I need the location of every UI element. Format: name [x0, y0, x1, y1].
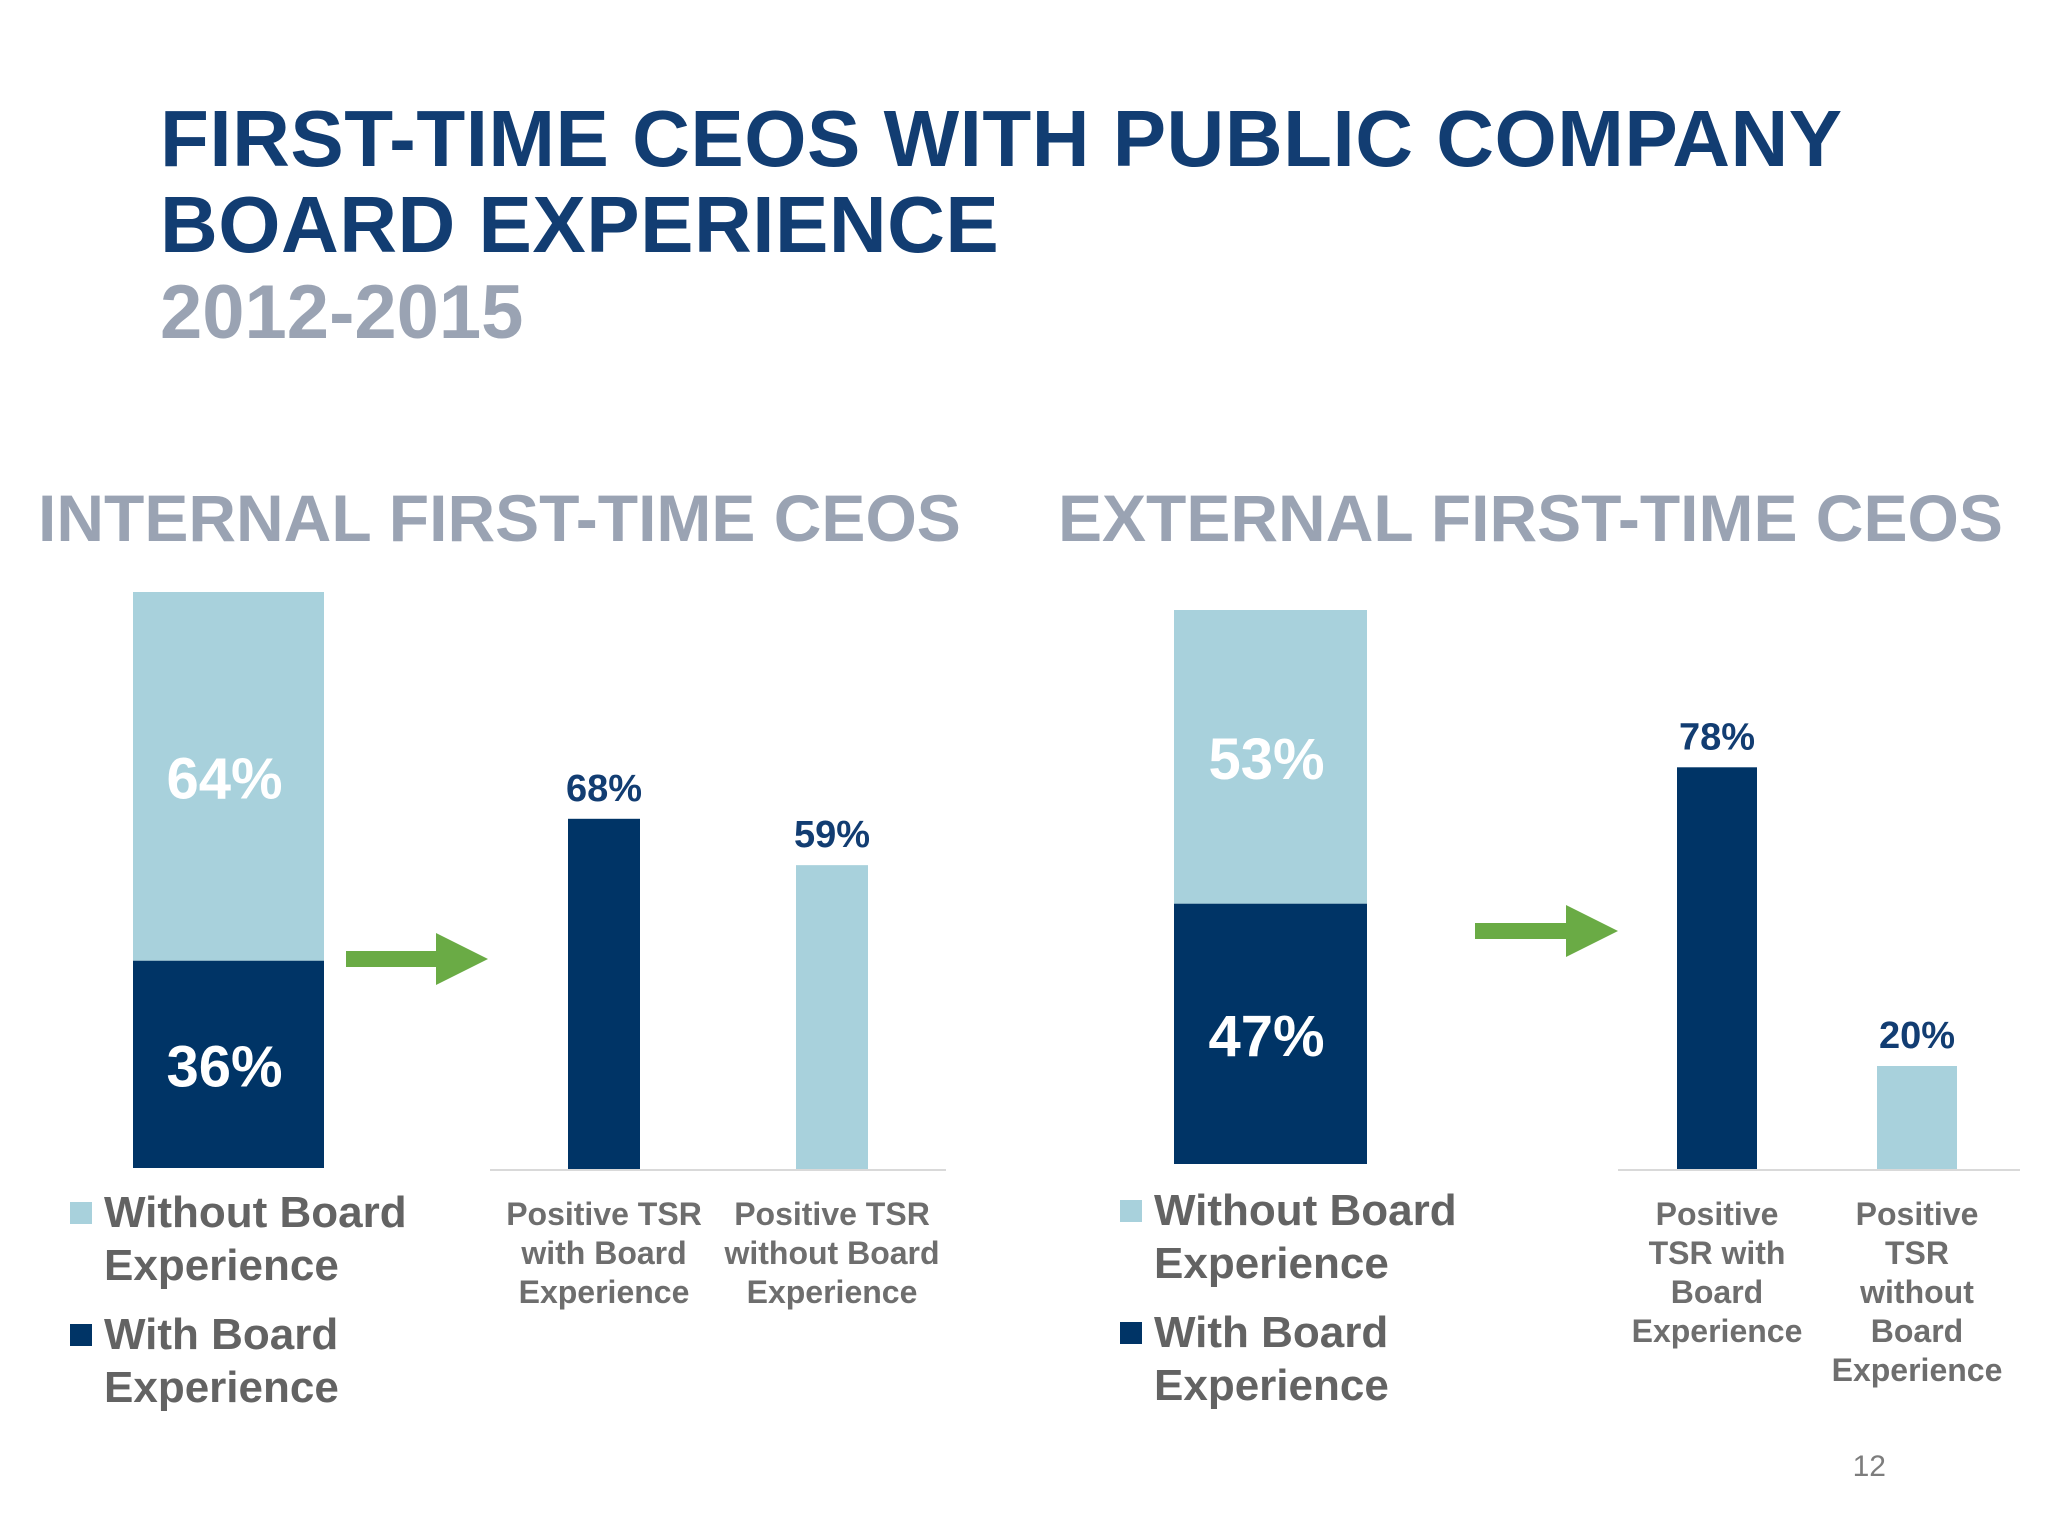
internal-tsr-value-label-0: 68%	[566, 768, 642, 810]
external-tsr-value-label-1: 20%	[1879, 1015, 1955, 1057]
internal-stacked-segment-0	[133, 960, 324, 1168]
internal-tsr-category-label-0: Positive TSR with Board Experience	[506, 1196, 702, 1310]
legend-item-with-board: With Board Experience	[70, 1308, 444, 1414]
external-stacked-segment-1	[1174, 610, 1367, 904]
internal-stacked-label-0: 36%	[166, 1034, 282, 1099]
legend-label-with-board: With Board Experience	[104, 1310, 339, 1412]
legend-label-without-board: Without Board Experience	[104, 1188, 407, 1290]
external-tsr-value-label-0: 78%	[1679, 716, 1755, 758]
internal-tsr-value-label-1: 59%	[794, 814, 870, 856]
internal-right-arrow-icon-shaft	[346, 951, 440, 967]
page-number: 12	[1852, 1450, 1886, 1483]
legend-item-without-board: Without Board Experience	[70, 1186, 444, 1292]
internal-legend: Without Board Experience With Board Expe…	[70, 1186, 444, 1430]
legend-label-without-board: Without Board Experience	[1154, 1186, 1457, 1288]
legend-swatch-dark	[70, 1324, 92, 1346]
internal-right-arrow-icon	[436, 933, 488, 985]
slide-title-line-1: FIRST-TIME CEOS WITH PUBLIC COMPANY	[160, 94, 1843, 183]
legend-item-without-board: Without Board Experience	[1120, 1184, 1494, 1290]
internal-tsr-category-label-1: Positive TSR without Board Experience	[723, 1196, 939, 1310]
external-stacked-label-0: 47%	[1208, 1004, 1324, 1069]
legend-swatch-light	[1120, 1200, 1142, 1222]
internal-stacked-label-1: 64%	[166, 746, 282, 811]
external-right-arrow-icon-shaft	[1475, 923, 1570, 939]
external-stacked-label-1: 53%	[1208, 727, 1324, 792]
slide-title-block: FIRST-TIME CEOS WITH PUBLIC COMPANY BOAR…	[160, 96, 1843, 358]
legend-label-with-board: With Board Experience	[1154, 1308, 1389, 1410]
internal-stacked-segment-1	[133, 592, 324, 961]
external-tsr-bar-0	[1677, 767, 1757, 1169]
legend-item-with-board: With Board Experience	[1120, 1306, 1494, 1412]
slide-subtitle-years: 2012-2015	[160, 270, 524, 355]
external-tsr-bar-1	[1877, 1066, 1957, 1169]
legend-swatch-dark	[1120, 1322, 1142, 1344]
external-section-title: EXTERNAL FIRST-TIME CEOS	[1058, 481, 2003, 555]
external-legend: Without Board Experience With Board Expe…	[1120, 1184, 1494, 1428]
slide-title-line-2: BOARD EXPERIENCE	[160, 180, 1000, 269]
internal-tsr-bar-1	[796, 865, 868, 1169]
legend-swatch-light	[70, 1202, 92, 1224]
internal-section-title: INTERNAL FIRST-TIME CEOS	[38, 481, 961, 555]
external-tsr-category-label-0: Positive TSR with Board Experience	[1632, 1196, 1803, 1349]
external-tsr-category-label-1: Positive TSR without Board Experience	[1832, 1196, 2003, 1388]
external-stacked-segment-0	[1174, 903, 1367, 1164]
external-right-arrow-icon	[1566, 905, 1618, 957]
internal-tsr-bar-0	[568, 818, 640, 1169]
